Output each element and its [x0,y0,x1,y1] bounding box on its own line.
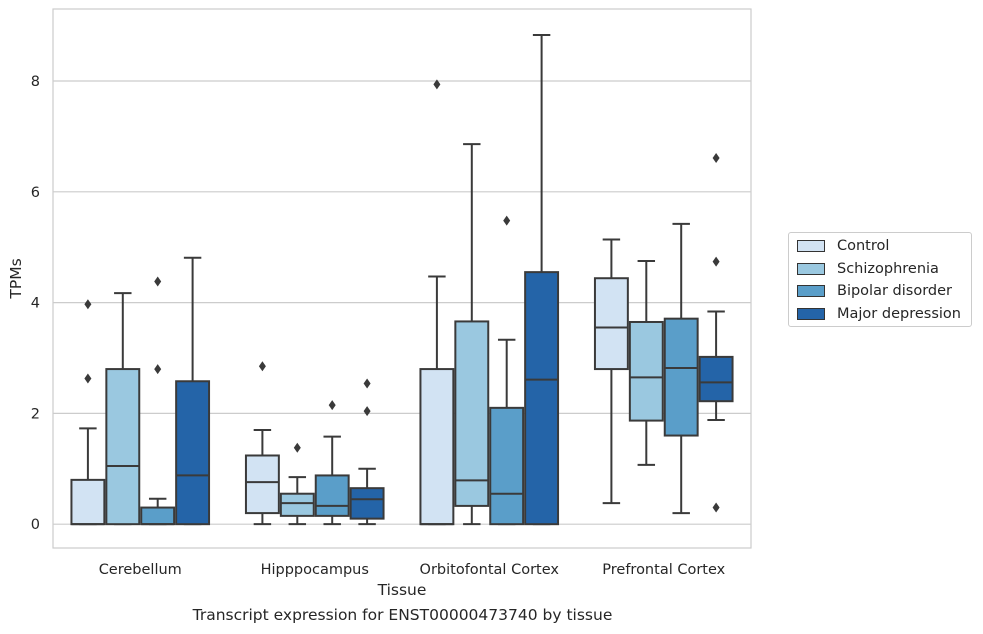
y-tick-label: 8 [31,74,40,90]
x-tick-label: Hipppocampus [261,562,369,578]
outlier-point [84,299,92,310]
legend-swatch [797,262,825,275]
box-iqr [524,271,560,526]
box-iqr [593,277,629,371]
box-iqr [454,320,490,507]
box-iqr [628,320,664,422]
legend-label: Bipolar disorder [837,283,952,299]
box-iqr [140,506,176,526]
outlier-point [154,364,162,375]
outlier-point [433,79,441,90]
legend-item: Major depression [797,304,961,324]
box-major-depression [524,34,560,526]
legend-item: Bipolar disorder [797,281,952,301]
box-major-depression [175,256,211,526]
x-tick-label: Cerebellum [99,562,182,578]
x-tick-label: Orbitofontal Cortex [420,562,560,578]
legend-swatch [797,307,825,320]
box-schizophrenia [105,292,141,526]
axis-ticks: 0 2 4 6 8 Cerebellum Hipppocampus Orbitofontal … [31,74,726,578]
box-control [593,238,629,505]
box-control [70,299,106,526]
legend-item: Schizophrenia [797,259,939,279]
plot-frame [52,8,752,549]
outlier-point [154,276,162,287]
outlier-point [363,378,371,389]
box-series [70,34,734,526]
x-tick-label: Prefrontal Cortex [602,562,725,578]
outlier-point [258,361,266,372]
x-axis-label: Tissue [377,581,427,599]
box-major-depression [698,153,734,513]
outlier-point [363,406,371,417]
box-bipolar-disorder [314,400,350,526]
y-axis-label: TPMs [7,258,25,299]
outlier-point [712,502,720,513]
box-control [419,79,455,526]
legend-label: Schizophrenia [837,260,939,277]
legend-label: Control [837,238,890,254]
legend-item: Control [797,236,889,256]
box-schizophrenia [279,442,315,526]
box-iqr [349,487,385,520]
box-major-depression [349,378,385,526]
y-tick-label: 6 [31,185,40,201]
legend: Control Schizophrenia Bipolar disorder Majo… [788,232,972,327]
outlier-point [503,215,511,226]
box-iqr [663,317,699,437]
box-iqr [244,454,280,515]
box-bipolar-disorder [489,215,525,526]
box-bipolar-disorder [663,222,699,515]
box-schizophrenia [628,260,664,466]
box-control [244,361,280,526]
chart-caption: Transcript expression for ENST0000047374… [192,606,613,624]
box-iqr [105,368,141,526]
box-iqr [279,492,315,517]
box-iqr [70,478,106,526]
y-tick-label: 2 [31,406,40,422]
box-iqr [419,368,455,526]
box-iqr [698,355,734,403]
legend-swatch [797,240,825,252]
box-iqr [314,474,350,517]
outlier-point [328,400,336,411]
legend-label: Major depression [837,305,961,322]
box-bipolar-disorder [140,276,176,526]
box-iqr [489,406,525,526]
box-schizophrenia [454,143,490,526]
outlier-point [84,373,92,384]
box-iqr [175,380,211,526]
y-tick-label: 4 [31,296,40,312]
y-tick-label: 0 [31,517,40,533]
outlier-point [712,256,720,267]
outlier-point [293,442,301,453]
legend-swatch [797,285,825,297]
outlier-point [712,153,720,164]
